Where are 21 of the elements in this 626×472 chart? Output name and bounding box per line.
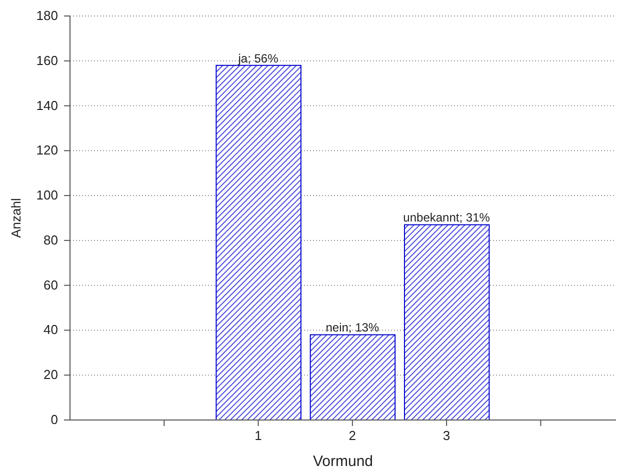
bar bbox=[310, 334, 396, 420]
y-axis-title: Anzahl bbox=[8, 198, 24, 238]
y-tick-label: 40 bbox=[44, 322, 58, 338]
y-tick-label: 80 bbox=[44, 232, 58, 248]
y-tick-label: 120 bbox=[36, 142, 58, 158]
y-tick-label: 60 bbox=[44, 277, 58, 292]
y-tick-label: 100 bbox=[36, 188, 58, 203]
bar bbox=[404, 224, 490, 420]
y-tick-label: 0 bbox=[50, 412, 58, 427]
y-tick-label: 160 bbox=[36, 52, 58, 68]
y-tick-label: 140 bbox=[36, 98, 58, 113]
annotation: unbekannt; 31% bbox=[403, 210, 490, 225]
annotation: nein; 13% bbox=[326, 320, 380, 335]
bar bbox=[216, 64, 302, 420]
y-tick-label: 20 bbox=[44, 367, 58, 382]
x-tick-label: 3 bbox=[442, 428, 450, 443]
annotation: ja; 56% bbox=[237, 51, 279, 66]
y-tick-label: 180 bbox=[36, 8, 58, 23]
x-tick-label: 2 bbox=[348, 428, 356, 443]
x-axis-title: Vormund bbox=[312, 453, 374, 470]
x-tick-label: 1 bbox=[254, 428, 262, 443]
